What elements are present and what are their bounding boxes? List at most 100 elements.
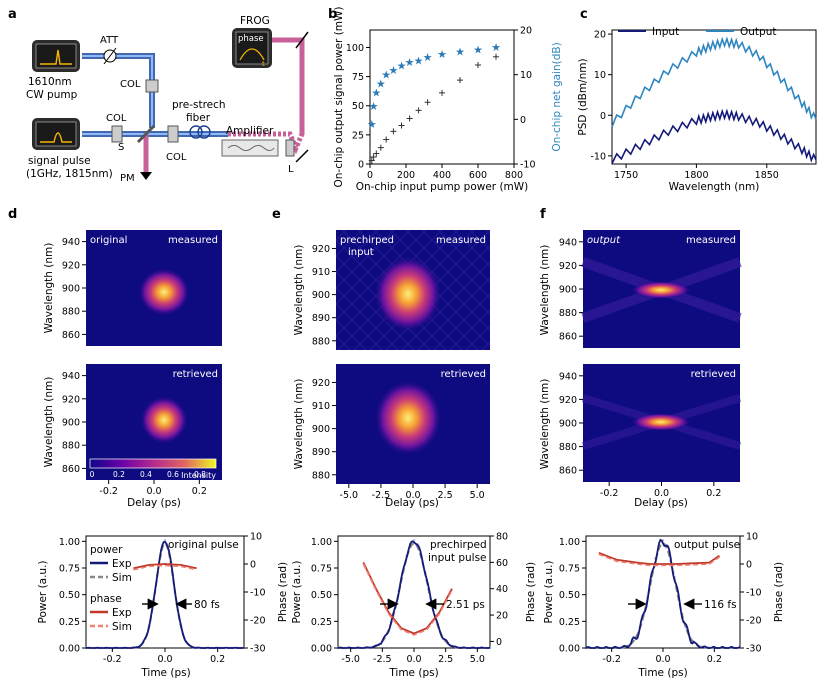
gain-point: ★ [381, 69, 391, 82]
pulse-f-y2label: Phase (rad) [773, 562, 785, 622]
heatmap-f-retrieved-spot [631, 413, 691, 431]
plot-b-ylabel: On-chip output signal power (mW) [333, 6, 345, 187]
heatmap-e-y-tick-label: 890 [312, 447, 330, 458]
plot-b-y-tick-label: 0 [358, 160, 364, 171]
plot-b-xlabel: On-chip input pump power (mW) [356, 181, 529, 193]
colorbar-tick-label: 0.2 [113, 470, 125, 479]
pulse-f-x-tick-label: 0.0 [655, 654, 670, 665]
plot-c-lines [611, 36, 817, 164]
pulse-e-y-tick-label: 0.50 [311, 590, 332, 601]
plot-b-y-tick-label: 100 [346, 43, 364, 54]
pulse-e-x-tick-label: 5.0 [470, 654, 485, 665]
heatmap-d-y-tick-label: 860 [62, 330, 80, 341]
signal-power-point [424, 99, 431, 106]
plot-b-y-tick-label: 25 [352, 130, 364, 141]
heatmap-e-y-tick-label: 900 [312, 424, 330, 435]
heatmap-e-y-tick-label: 880 [312, 336, 330, 347]
legend-phase-sim: Sim [112, 621, 132, 633]
pulse-f-y2-tick-label: -30 [746, 644, 762, 655]
psd-input-line [611, 108, 817, 164]
legend-input-label: Input [652, 26, 679, 38]
pulse-e-x-tick-label: 2.5 [438, 654, 453, 665]
pulse-e-y2-tick-label: 0 [496, 637, 502, 648]
heatmap-f-y-tick-label: 940 [559, 237, 577, 248]
pulse-f-y-tick-label: 1.00 [559, 537, 580, 548]
pulse-e-x-tick-label: 0.0 [406, 654, 421, 665]
pulse-e-phase-sim [362, 563, 453, 636]
pulse-f-phase-sim [598, 553, 720, 567]
heatmap-f-y-tick-label: 900 [559, 285, 577, 296]
heatmap-d-y-tick-label: 920 [62, 394, 80, 405]
gain-point: ★ [405, 56, 415, 69]
heatmap-e-x-tick-label: -5.0 [340, 490, 359, 501]
heatmap-e-measured-spot [374, 256, 442, 332]
heatmap-d-x-tick-label: 0.0 [146, 486, 161, 497]
panel-e: e prechirped input measured retrieved -5… [272, 207, 490, 509]
pulse-e-y-tick-label: 0.75 [311, 564, 332, 575]
heatmap-f-y-tick-label: 900 [559, 419, 577, 430]
plot-c-y-tick-label: 20 [594, 30, 606, 41]
heatmap-f-label: output [587, 235, 621, 246]
heatmap-e-x-tick-label: 5.0 [470, 490, 485, 501]
heatmap-d-y-tick-label: 880 [62, 307, 80, 318]
heatmap-f-y-tick-label: 920 [559, 395, 577, 406]
pulse-d-x-tick-label: -0.2 [103, 654, 122, 665]
pulse-d-title: original pulse [168, 539, 239, 551]
col-left-label: COL [106, 113, 127, 124]
heatmap-f-ylabel-bottom: Wavelength (nm) [539, 379, 551, 470]
pulse-d-x-tick-label: 0.2 [210, 654, 225, 665]
pulse-d-y-tick-label: 0.25 [59, 617, 80, 628]
colorbar-ticks: 0 0.2 0.4 0.6 0.8 [90, 470, 207, 479]
gain-point: ★ [455, 45, 465, 58]
pulse-d-y2-tick-label: -30 [250, 644, 266, 655]
pulse-f-y-tick-label: 0.75 [559, 564, 580, 575]
pump-label-2: CW pump [26, 89, 78, 101]
pulse-e-y-tick-label: 1.00 [311, 537, 332, 548]
heatmap-d-y-tick-label: 880 [62, 441, 80, 452]
signal-power-point [373, 150, 380, 157]
pulse-e-xlabel: Time (ps) [388, 667, 438, 679]
plot-b-y2-tick-label: 10 [520, 70, 532, 81]
gain-point: ★ [388, 64, 398, 77]
heatmap-d-ylabel-top: Wavelength (nm) [43, 243, 55, 334]
pulse-e-title-1: prechirped [430, 539, 487, 551]
heatmap-e-x-tick-label: -2.5 [372, 490, 391, 501]
gain-point: ★ [423, 51, 433, 64]
heatmap-d-x-tick-label: 0.2 [192, 486, 207, 497]
heatmap-d-y-tick-label: 940 [62, 371, 80, 382]
signal-power-point [439, 89, 445, 96]
pulse-e-y-tick-label: 0.25 [311, 617, 332, 628]
heatmap-f-x-tick-label: -0.2 [600, 488, 619, 499]
plot-b-y2-ticks: -10 0 10 20 [514, 26, 536, 171]
gain-point: ★ [367, 118, 377, 131]
plot-b-y2-tick-label: 20 [520, 26, 532, 37]
pulse-f: output pulse 116 fs -0.2 0.0 0.2 0.00 0.25 0.… [543, 532, 785, 680]
prestretch-label: pre-strech [172, 99, 226, 111]
heatmap-d-y-tick-label: 920 [62, 260, 80, 271]
heatmap-f-y-tick-label: 860 [559, 332, 577, 343]
plot-b-x-tick-label: 600 [469, 170, 487, 181]
heatmap-f-xlabel: Delay (ps) [634, 497, 688, 509]
pulse-e-title-2: input pulse [428, 552, 487, 564]
heatmap-e-y-tick-label: 920 [312, 244, 330, 255]
heatmap-e-ticks: -5.0 -2.5 0.0 2.5 5.0 880 890 900 910 920 880 890 90… [312, 244, 485, 501]
pulse-e-phase-exp [362, 561, 453, 635]
heatmap-e-y-tick-label: 880 [312, 470, 330, 481]
pulse-d-x-tick-label: 0.0 [157, 654, 172, 665]
signal-power-point [406, 115, 413, 122]
panel-label-c: c [580, 7, 588, 22]
signal-power-point [370, 154, 377, 161]
pulse-e-y-tick-label: 0.00 [311, 644, 332, 655]
plot-c-y-tick-label: 0 [600, 111, 606, 122]
col-right-label: COL [166, 152, 187, 163]
heatmap-f-y-tick-label: 920 [559, 261, 577, 272]
heatmap-d-y-tick-label: 900 [62, 284, 80, 295]
legend-phase-header: phase [90, 593, 122, 605]
panel-c: c 1750 1800 1850 -10 0 10 20 Input Output Wav… [577, 7, 817, 193]
heatmap-d-retrieved-label: retrieved [173, 369, 218, 380]
signal-label-1: signal pulse [28, 155, 91, 167]
heatmap-f-x-tick-label: 0.0 [654, 488, 669, 499]
psd-output-line [611, 36, 817, 128]
colorbar-tick-label: 0.8 [194, 470, 206, 479]
